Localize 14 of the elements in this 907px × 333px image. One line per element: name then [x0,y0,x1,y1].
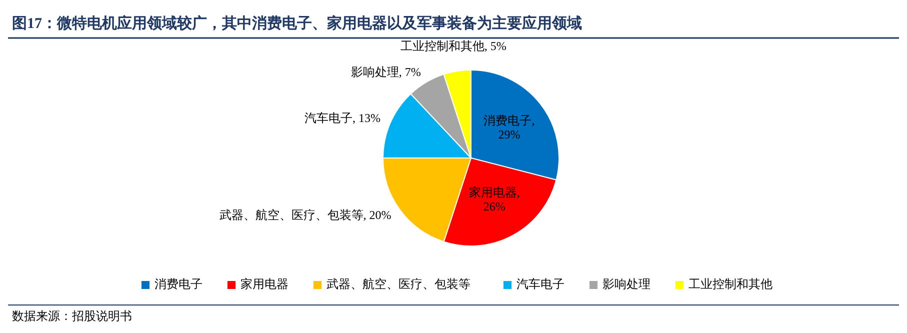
data-label: 家用电器, 26% [468,185,520,214]
chart-title: 图17：微特电机应用领域较广，其中消费电子、家用电器以及军事装备为主要应用领域 [12,14,582,32]
data-label: 消费电子, 29% [484,113,535,142]
data-label: 汽车电子, 13% [304,110,381,125]
legend-label: 家用电器 [240,276,288,291]
data-label: 影响处理, 7% [350,64,421,79]
source-note: 数据来源：招股说明书 [12,309,132,323]
legend-label: 影响处理 [602,276,650,291]
legend-label: 武器、航空、医疗、包装等 [326,276,470,291]
legend-label: 消费电子 [154,276,202,291]
legend-label: 工业控制和其他 [688,276,772,291]
legend-label: 汽车电子 [516,276,564,291]
data-label: 工业控制和其他, 5% [400,38,506,52]
data-label: 武器、航空、医疗、包装等, 20% [219,208,392,222]
